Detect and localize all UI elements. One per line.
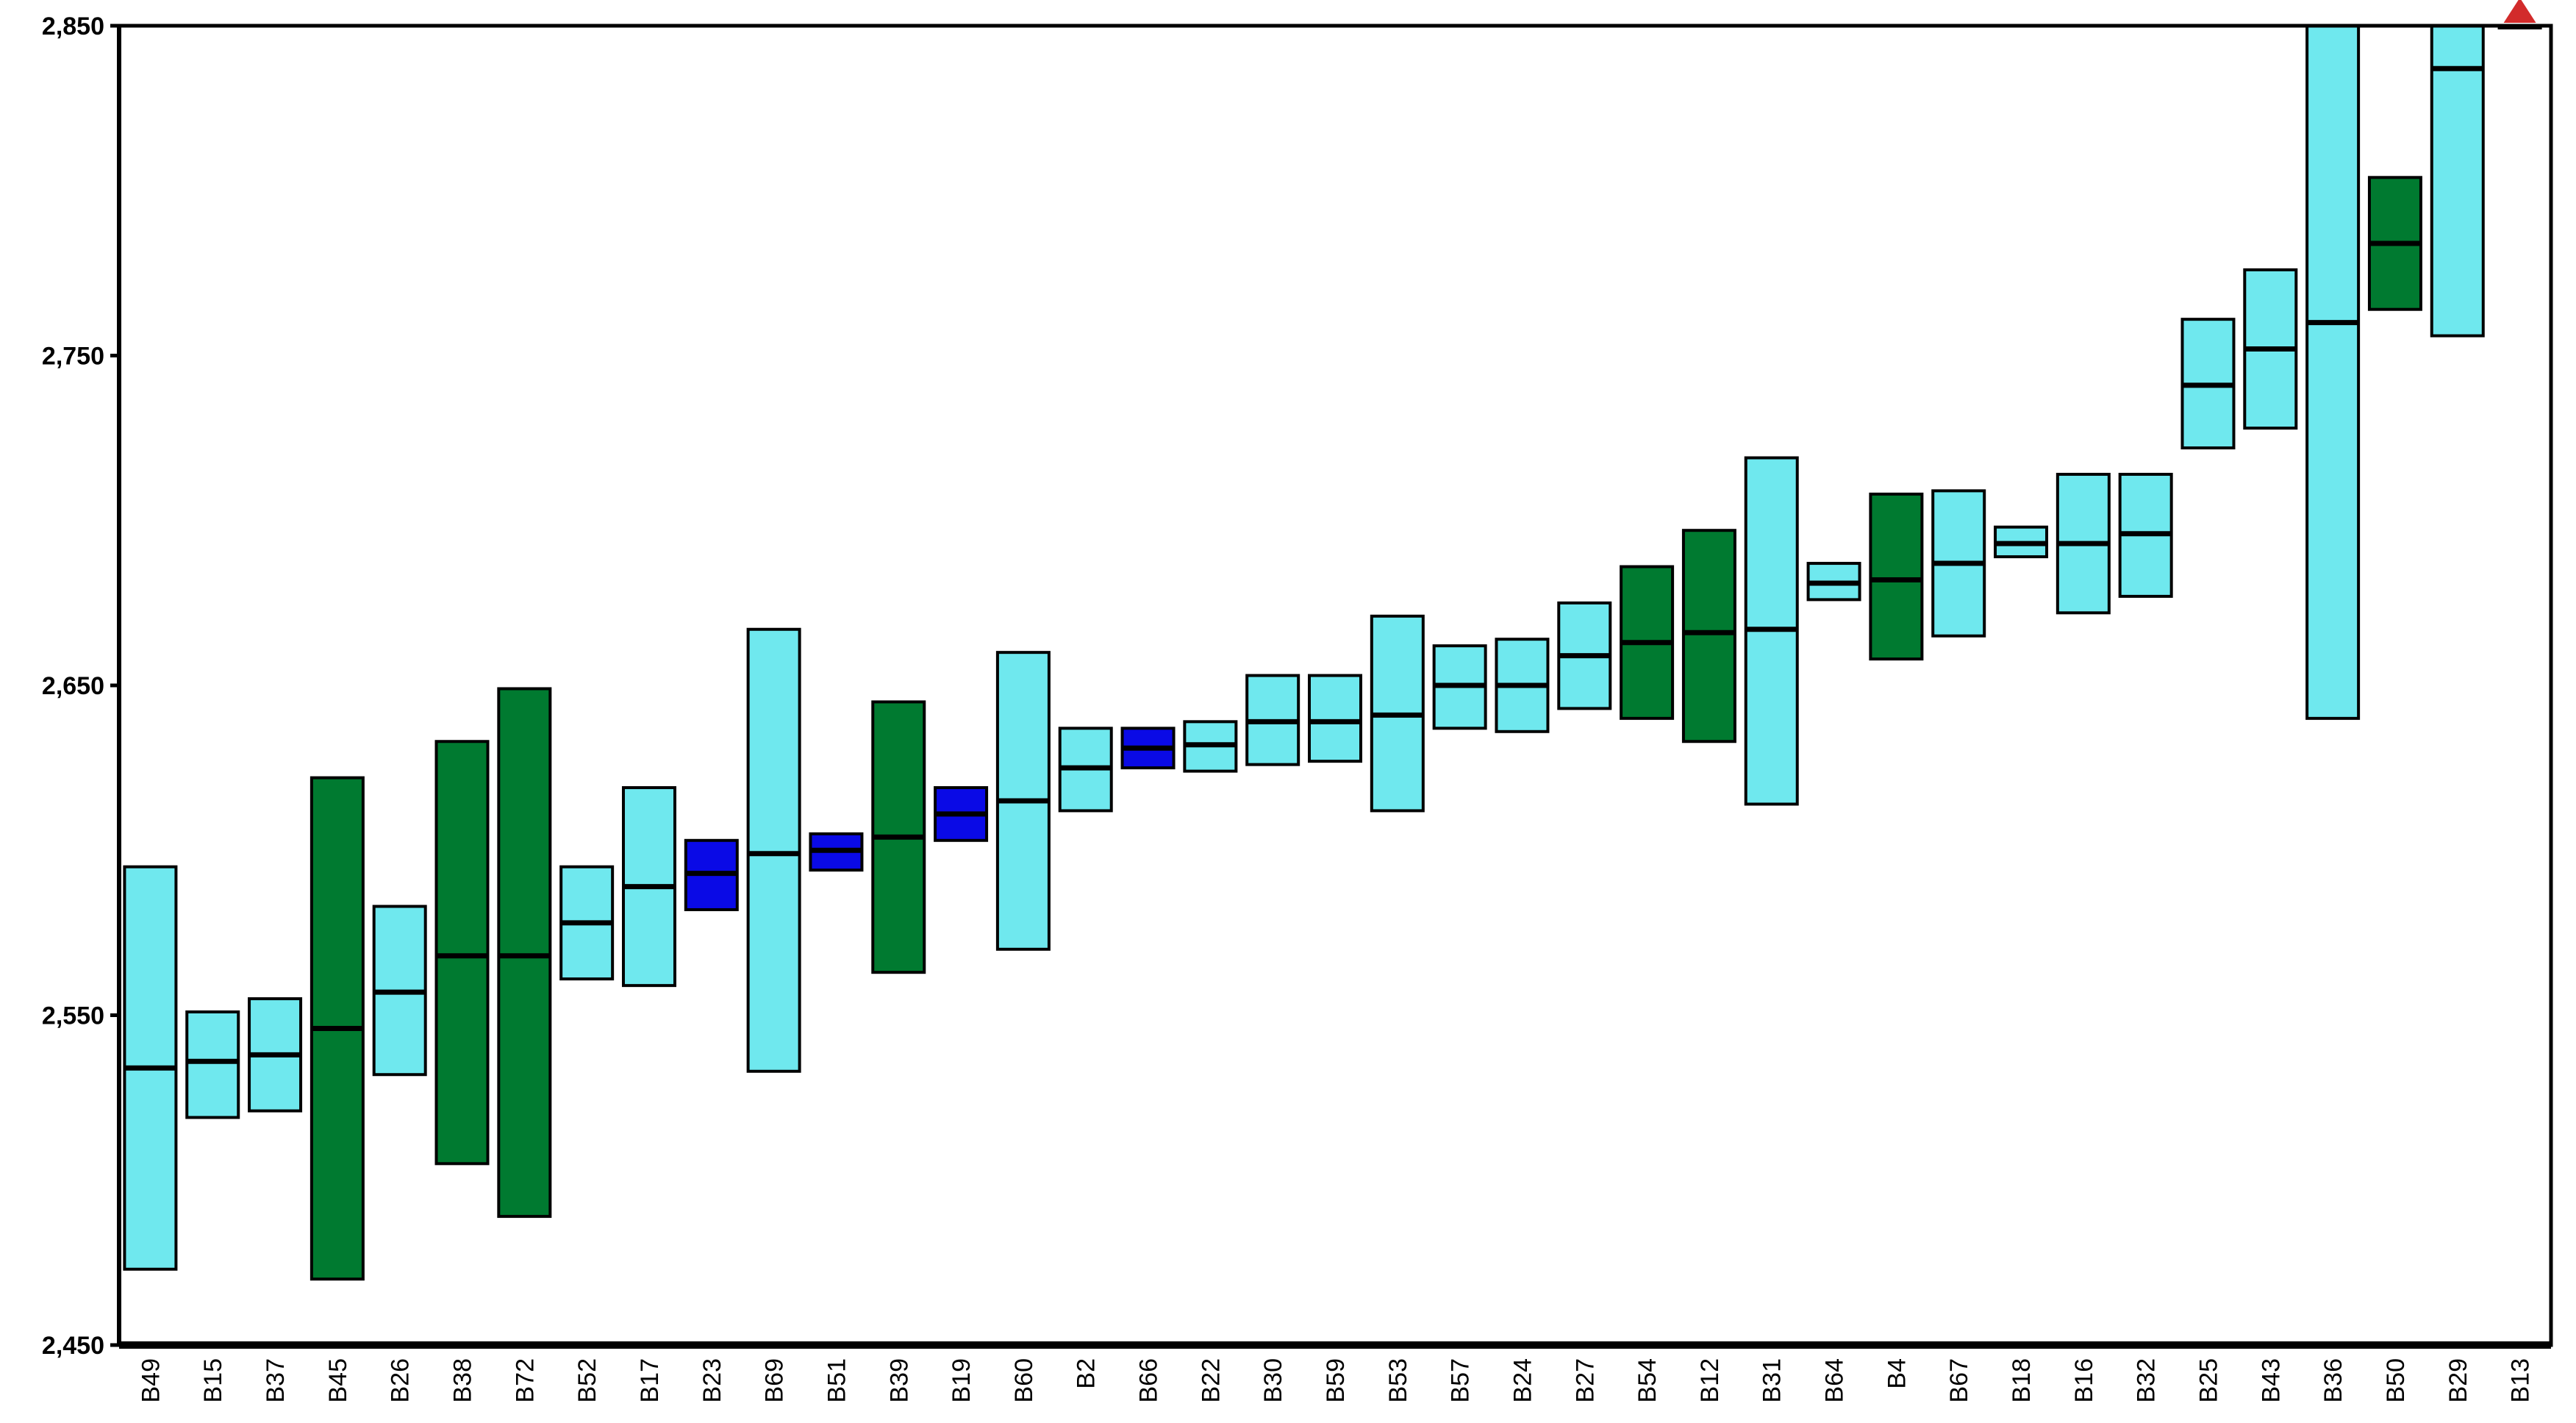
- x-tick-label: B4: [1883, 1358, 1911, 1389]
- x-tick-label: B36: [2319, 1358, 2347, 1403]
- x-tick-label: B32: [2133, 1358, 2161, 1403]
- x-tick-label: B67: [1945, 1358, 1973, 1403]
- x-tick-label: B60: [1010, 1358, 1038, 1403]
- box-b72: [497, 687, 552, 1219]
- x-tick-label: B17: [636, 1358, 664, 1403]
- x-tick-label: B43: [2257, 1358, 2285, 1403]
- x-tick-label: B50: [2382, 1358, 2410, 1403]
- x-tick-label: B59: [1322, 1358, 1350, 1403]
- x-tick-label: B45: [324, 1358, 352, 1403]
- x-tick-label: B54: [1634, 1358, 1661, 1403]
- x-tick-label: B66: [1135, 1358, 1163, 1403]
- x-tick-label: B51: [823, 1358, 851, 1403]
- x-tick-label: B27: [1571, 1358, 1599, 1403]
- x-tick-label: B69: [761, 1358, 789, 1403]
- x-tick-label: B13: [2507, 1358, 2535, 1403]
- x-tick-label: B37: [262, 1358, 290, 1403]
- x-tick-label: B49: [137, 1358, 165, 1403]
- x-tick-label: B53: [1384, 1358, 1412, 1403]
- labels-layer: 2,450 2,550 2,650 2,750 2,850 B49 B15 B37 B45 B26…: [42, 13, 2535, 1403]
- y-tick-label: 2,650: [42, 672, 104, 700]
- x-tick-label: B22: [1197, 1358, 1225, 1403]
- box-b4: [1869, 492, 1924, 661]
- x-tick-label: B12: [1696, 1358, 1724, 1403]
- x-tick-label: B19: [948, 1358, 976, 1403]
- x-tick-label: B39: [885, 1358, 913, 1403]
- x-tick-label: B30: [1259, 1358, 1287, 1403]
- y-tick-label: 2,750: [42, 343, 104, 371]
- box-b69: [746, 627, 801, 1073]
- box-b29: [2430, 26, 2485, 338]
- offscale-marker-b13: [2503, 0, 2536, 23]
- x-tick-label: B26: [387, 1358, 415, 1403]
- axes-layer: [110, 0, 2553, 1349]
- box-b38: [434, 740, 490, 1166]
- y-tick-label: 2,550: [42, 1002, 104, 1030]
- x-tick-label: B29: [2444, 1358, 2472, 1403]
- x-tick-label: B38: [449, 1358, 477, 1403]
- x-tick-label: B15: [199, 1358, 227, 1403]
- y-tick-label: 2,850: [42, 13, 104, 40]
- x-tick-label: B25: [2194, 1358, 2222, 1403]
- box-b12: [1681, 529, 1736, 743]
- x-tick-label: B23: [698, 1358, 726, 1403]
- x-tick-label: B2: [1073, 1358, 1101, 1389]
- y-tick-label: 2,450: [42, 1332, 104, 1360]
- boxes-layer: [123, 26, 2485, 1281]
- box-b36: [2305, 26, 2361, 720]
- x-tick-label: B31: [1759, 1358, 1786, 1403]
- x-tick-label: B18: [2008, 1358, 2036, 1403]
- x-tick-label: B16: [2070, 1358, 2098, 1403]
- box-b15: [185, 1010, 240, 1119]
- x-tick-label: B57: [1447, 1358, 1475, 1403]
- x-tick-label: B24: [1509, 1358, 1536, 1403]
- x-tick-label: B64: [1821, 1358, 1849, 1403]
- x-tick-label: B72: [511, 1358, 539, 1403]
- box-b59: [1308, 674, 1362, 763]
- x-tick-label: B52: [573, 1358, 601, 1403]
